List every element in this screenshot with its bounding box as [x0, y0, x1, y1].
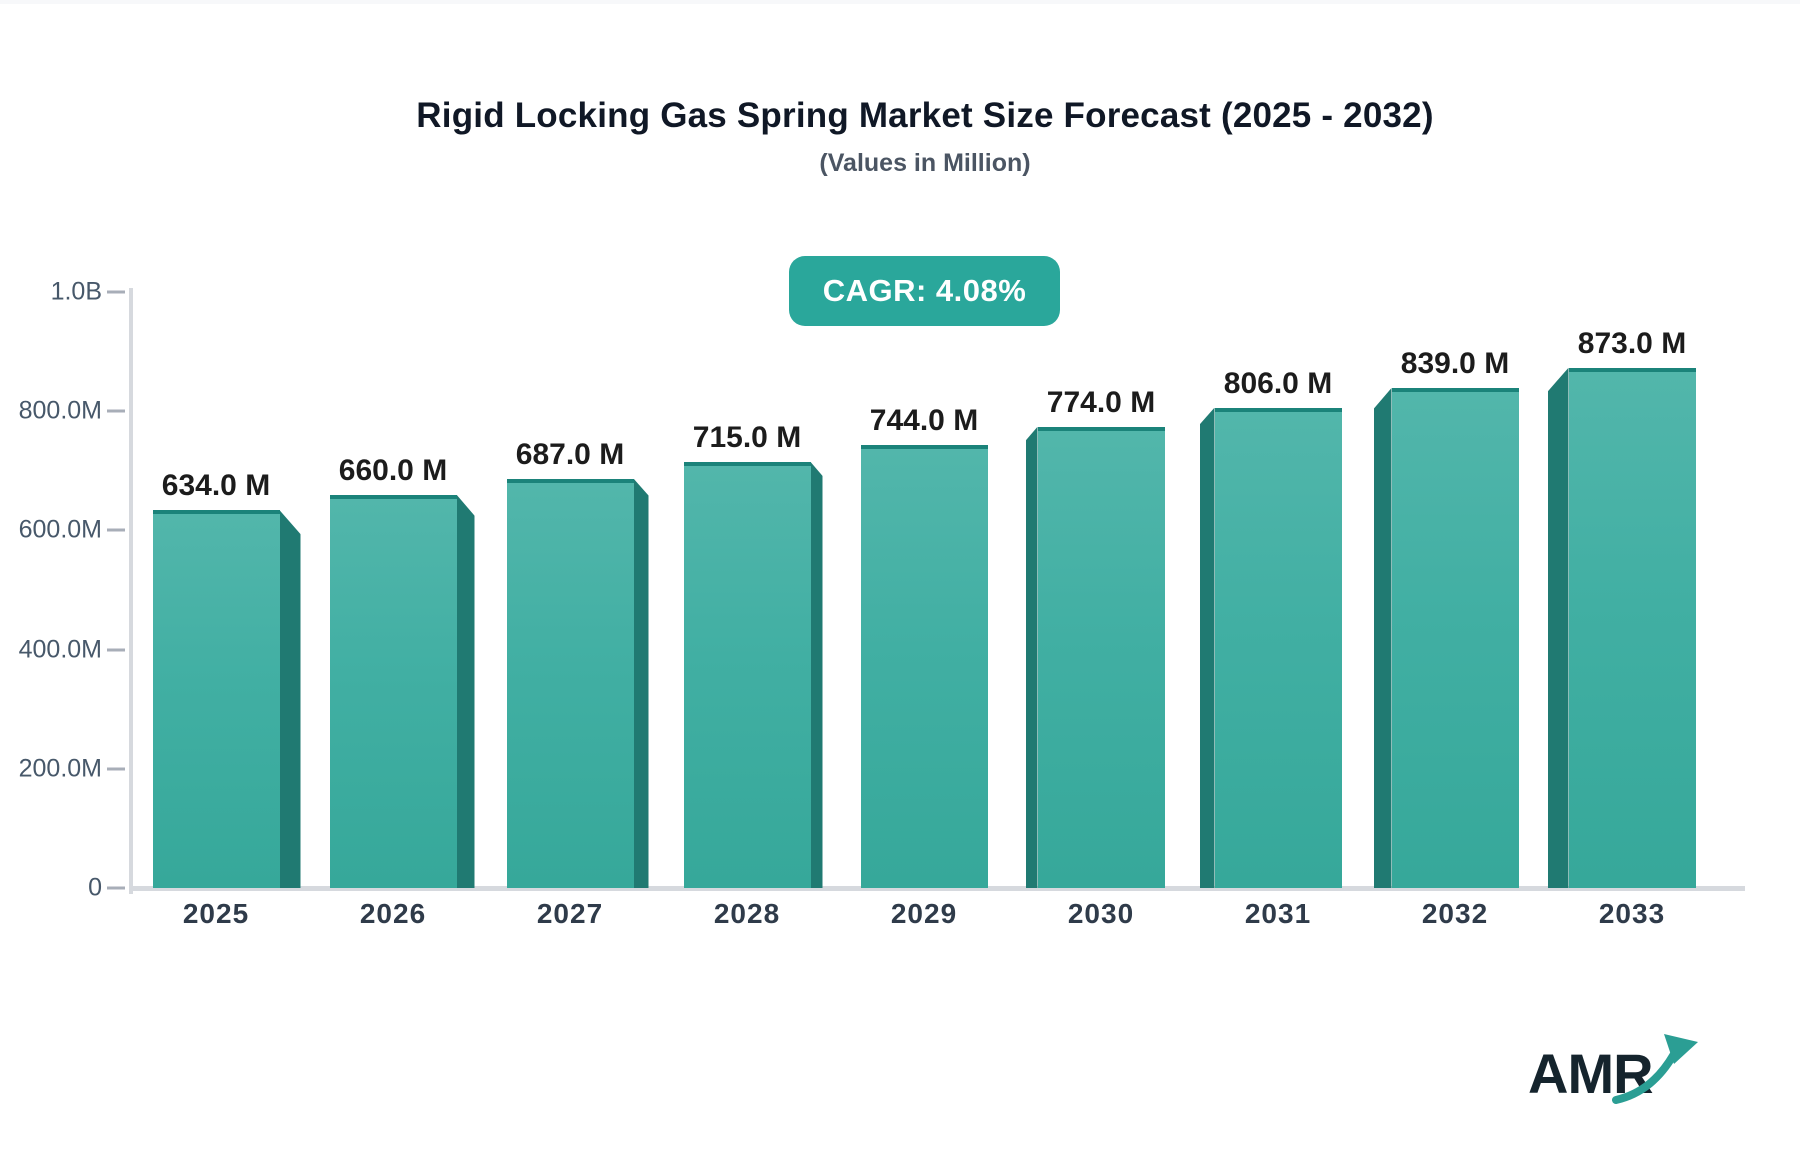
- y-axis-label: 800.0M: [18, 396, 102, 425]
- bar-side-2030: [1025, 426, 1038, 888]
- x-axis-label-2030: 2030: [1067, 898, 1135, 929]
- bar-side-2027: [633, 478, 649, 888]
- bar-side-2032: [1373, 387, 1392, 888]
- y-axis-tick: [107, 290, 125, 294]
- y-axis-label: 600.0M: [18, 515, 102, 544]
- bar-2032: [1391, 387, 1519, 888]
- bar-value-label: 660.0 M: [338, 453, 448, 487]
- x-axis-baseline: [129, 886, 1745, 891]
- bar-2031: [1214, 407, 1342, 888]
- bar-value-label: 806.0 M: [1223, 366, 1333, 400]
- x-axis-label-2029: 2029: [890, 898, 958, 929]
- x-axis-label-2027: 2027: [536, 898, 604, 929]
- bar-side-2028: [810, 461, 823, 888]
- bar-2026: [329, 494, 457, 888]
- bar-2027: [506, 478, 634, 888]
- bar-value-label: 774.0 M: [1046, 385, 1156, 419]
- chart-title: Rigid Locking Gas Spring Market Size For…: [416, 96, 1434, 135]
- bar-side-2033: [1547, 367, 1569, 888]
- bar-side-2031: [1199, 407, 1215, 888]
- bar-value-label: 839.0 M: [1400, 346, 1510, 380]
- y-axis-label: 400.0M: [18, 635, 102, 664]
- bar-value-label: 873.0 M: [1577, 326, 1687, 360]
- bar-2029: [860, 444, 988, 888]
- bar-value-label: 744.0 M: [869, 403, 979, 437]
- y-axis-tick: [107, 409, 125, 413]
- x-axis-label-2032: 2032: [1421, 898, 1489, 929]
- bar-chart: 1.0B 800.0M 600.0M 400.0M 200.0M 0 634.0 M 2025…: [18, 277, 1745, 929]
- bar-value-label: 687.0 M: [515, 437, 625, 471]
- cagr-badge-label: CAGR: 4.08%: [822, 273, 1027, 308]
- amr-logo: AMR: [1528, 1034, 1728, 1118]
- y-axis-label: 1.0B: [50, 277, 102, 306]
- bar-value-label: 715.0 M: [692, 420, 802, 454]
- bar-2030: [1037, 426, 1165, 888]
- growth-arrow-icon: [1612, 1034, 1698, 1104]
- x-axis-label-2031: 2031: [1244, 898, 1312, 929]
- bar-side-2025: [279, 510, 301, 888]
- y-axis-tick: [107, 886, 125, 890]
- top-border: [0, 0, 1800, 4]
- bar-2033: [1568, 367, 1696, 888]
- bar-2025: [152, 510, 280, 888]
- bar-2028: [683, 461, 811, 888]
- y-axis-tick: [107, 767, 125, 771]
- y-axis-tick: [107, 648, 125, 652]
- y-axis-label: 200.0M: [18, 754, 102, 783]
- y-axis-line: [129, 288, 133, 894]
- bar-value-label: 634.0 M: [161, 469, 271, 503]
- chart-subtitle: (Values in Million): [819, 149, 1031, 177]
- bar-side-2026: [456, 494, 475, 888]
- y-axis-label: 0: [88, 873, 102, 902]
- x-axis-label-2028: 2028: [713, 898, 781, 929]
- cagr-badge: CAGR: 4.08%: [789, 256, 1060, 326]
- x-axis-label-2025: 2025: [182, 898, 250, 929]
- x-axis-label-2033: 2033: [1598, 898, 1666, 929]
- x-axis-label-2026: 2026: [359, 898, 427, 929]
- y-axis-tick: [107, 528, 125, 532]
